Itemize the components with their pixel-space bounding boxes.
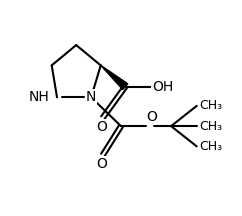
- Text: OH: OH: [152, 80, 173, 94]
- Polygon shape: [101, 65, 128, 90]
- Text: CH₃: CH₃: [199, 99, 222, 112]
- Text: N: N: [86, 90, 96, 104]
- Text: O: O: [96, 157, 107, 172]
- Text: CH₃: CH₃: [199, 140, 222, 153]
- Text: O: O: [96, 120, 107, 134]
- Text: NH: NH: [29, 90, 50, 104]
- Text: O: O: [147, 110, 158, 124]
- Text: CH₃: CH₃: [199, 120, 222, 133]
